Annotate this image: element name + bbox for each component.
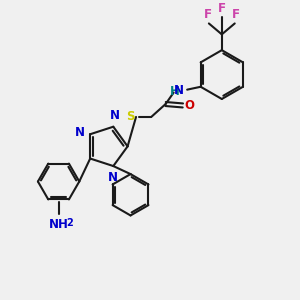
Text: F: F [203, 8, 211, 21]
Text: F: F [218, 2, 226, 15]
Text: N: N [75, 126, 85, 139]
Text: NH: NH [49, 218, 68, 231]
Text: F: F [232, 8, 240, 21]
Text: O: O [185, 99, 195, 112]
Text: S: S [126, 110, 135, 123]
Text: N: N [174, 84, 184, 97]
Text: 2: 2 [67, 218, 73, 228]
Text: N: N [108, 171, 118, 184]
Text: N: N [110, 109, 120, 122]
Text: H: H [170, 85, 180, 98]
